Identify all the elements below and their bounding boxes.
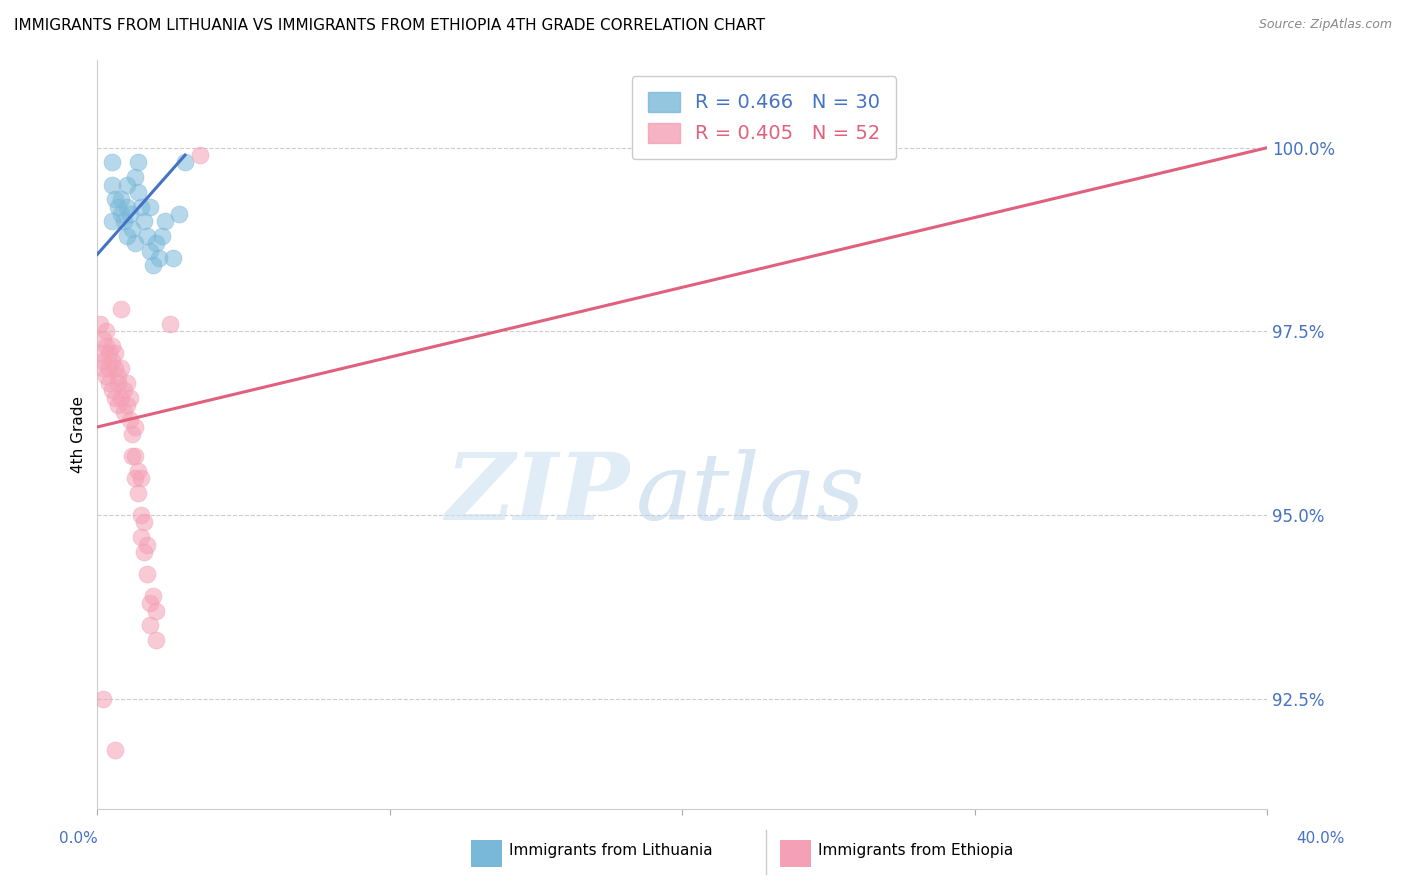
Point [139, 618, 162, 632]
Point [110, 391, 132, 405]
Text: 0.0%: 0.0% [59, 831, 98, 846]
Point [104, 361, 127, 376]
Point [129, 530, 152, 544]
Point [104, 743, 127, 757]
Point [112, 383, 135, 397]
Point [107, 200, 129, 214]
Point [94, 368, 117, 383]
Point [159, 317, 181, 331]
Point [94, 325, 117, 339]
Point [174, 155, 197, 169]
Point [127, 185, 149, 199]
Point [107, 398, 129, 412]
Point [153, 214, 176, 228]
Point [142, 258, 165, 272]
Text: Immigrants from Ethiopia: Immigrants from Ethiopia [818, 844, 1014, 858]
Point [124, 170, 146, 185]
Point [98, 376, 121, 390]
Y-axis label: 4th Grade: 4th Grade [72, 396, 86, 473]
Point [129, 471, 152, 485]
Text: atlas: atlas [636, 450, 865, 540]
Point [98, 361, 121, 376]
Point [118, 207, 141, 221]
Point [124, 420, 146, 434]
Point [139, 244, 162, 258]
Point [91, 691, 114, 706]
Text: Immigrants from Lithuania: Immigrants from Lithuania [509, 844, 713, 858]
Point [110, 361, 132, 376]
Point [127, 486, 149, 500]
Point [124, 471, 146, 485]
Point [107, 376, 129, 390]
Point [115, 398, 138, 412]
Point [110, 192, 132, 206]
Point [112, 405, 135, 419]
Point [91, 361, 114, 376]
Point [104, 192, 127, 206]
Text: 40.0%: 40.0% [1296, 831, 1344, 846]
Point [115, 200, 138, 214]
Point [136, 537, 159, 551]
Point [104, 346, 127, 360]
Point [142, 589, 165, 603]
Point [136, 566, 159, 581]
Point [127, 155, 149, 169]
Point [107, 368, 129, 383]
Text: ZIP: ZIP [446, 450, 630, 540]
Point [162, 251, 184, 265]
Point [89, 346, 111, 360]
Point [121, 221, 143, 235]
Point [139, 200, 162, 214]
Point [115, 376, 138, 390]
Point [129, 200, 152, 214]
Legend: R = 0.466   N = 30, R = 0.405   N = 52: R = 0.466 N = 30, R = 0.405 N = 52 [631, 76, 897, 160]
Point [121, 427, 143, 442]
Point [145, 236, 167, 251]
Point [124, 450, 146, 464]
Point [98, 346, 121, 360]
Point [118, 412, 141, 426]
Point [101, 354, 124, 368]
Point [167, 207, 190, 221]
Point [134, 545, 156, 559]
Point [101, 383, 124, 397]
Point [150, 228, 173, 243]
Point [118, 391, 141, 405]
Point [139, 596, 162, 610]
Point [112, 214, 135, 228]
Point [129, 508, 152, 522]
Point [101, 339, 124, 353]
Point [134, 516, 156, 530]
Point [124, 236, 146, 251]
Point [145, 633, 167, 648]
Point [89, 317, 111, 331]
Point [101, 214, 124, 228]
Point [136, 228, 159, 243]
Point [110, 302, 132, 317]
Point [115, 228, 138, 243]
Point [145, 604, 167, 618]
Point [91, 354, 114, 368]
Point [94, 339, 117, 353]
Point [104, 391, 127, 405]
Text: Source: ZipAtlas.com: Source: ZipAtlas.com [1258, 18, 1392, 31]
Point [110, 207, 132, 221]
Point [101, 178, 124, 192]
Point [91, 332, 114, 346]
Text: IMMIGRANTS FROM LITHUANIA VS IMMIGRANTS FROM ETHIOPIA 4TH GRADE CORRELATION CHAR: IMMIGRANTS FROM LITHUANIA VS IMMIGRANTS … [14, 18, 765, 33]
Point [101, 155, 124, 169]
Point [121, 450, 143, 464]
Point [188, 148, 211, 162]
Point [148, 251, 170, 265]
Point [115, 178, 138, 192]
Point [134, 214, 156, 228]
Point [127, 464, 149, 478]
